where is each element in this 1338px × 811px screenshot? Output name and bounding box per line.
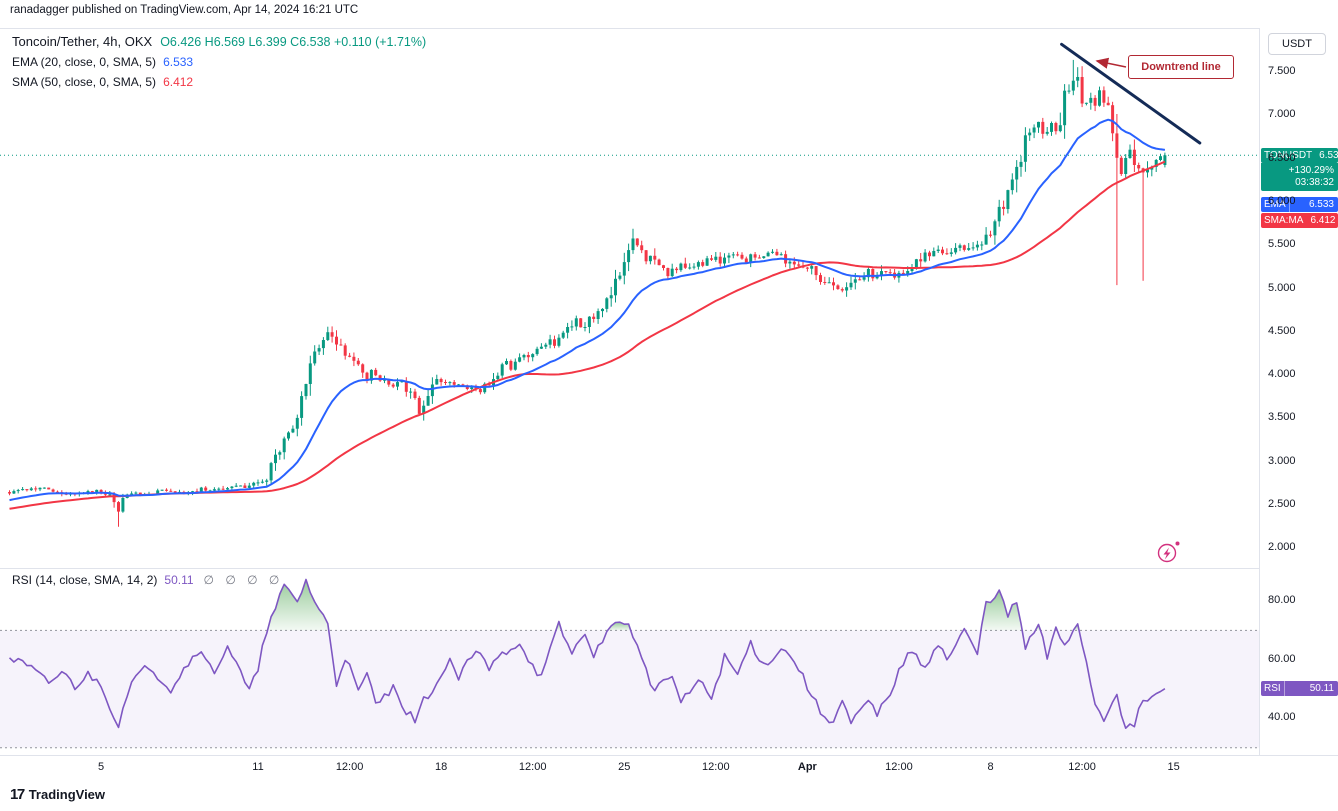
time-axis-label: Apr <box>797 761 817 773</box>
chart-legend: Toncoin/Tether, 4h, OKX O6.426 H6.569 L6.… <box>12 32 426 92</box>
currency-toggle-button[interactable]: USDT <box>1268 33 1326 55</box>
time-axis-label: 12:00 <box>335 761 364 773</box>
symbol-title: Toncoin/Tether, 4h, OKX <box>12 34 153 49</box>
price-chart-svg[interactable] <box>0 28 1259 568</box>
price-tick-label: 2.500 <box>1268 498 1296 511</box>
tradingview-logo-icon: 17 <box>10 786 25 803</box>
price-tick-label: 5.500 <box>1268 238 1296 251</box>
badge-divider <box>1283 681 1285 697</box>
rsi-hidden-values: ∅ ∅ ∅ ∅ <box>203 573 284 587</box>
sma50-line[interactable] <box>9 160 1166 510</box>
time-axis-label: 11 <box>252 761 264 773</box>
tradingview-logo[interactable]: 17 TradingView <box>10 786 105 803</box>
time-axis[interactable]: 5 11 12:00 18 12:00 25 12:00 Apr 12:00 8 12:00 15 <box>0 755 1259 779</box>
rsi-overbought-fill <box>981 590 1023 631</box>
publish-info: ranadagger published on TradingView.com,… <box>10 4 359 16</box>
price-change-percent: +130.29% <box>1288 164 1334 176</box>
sma-price-badge: SMA:MA 6.412 <box>1261 212 1338 228</box>
rsi-chart-svg[interactable] <box>0 568 1259 755</box>
time-axis-label: 12:00 <box>885 761 913 773</box>
ohlc-values: O6.426 H6.569 L6.399 C6.538 +0.110 (+1.7… <box>160 35 427 49</box>
sma-indicator-label: SMA (50, close, 0, SMA, 5) <box>12 75 157 89</box>
ema-badge-label: EMA <box>1264 199 1286 210</box>
rsi-badge-label: RSI <box>1264 683 1281 695</box>
time-axis-label: 12:00 <box>518 761 547 773</box>
price-tick-label: 4.000 <box>1268 368 1296 381</box>
rsi-tick-label: 60.00 <box>1268 652 1296 665</box>
chart-top-border <box>0 28 1338 29</box>
price-tick-label: 3.500 <box>1268 411 1296 424</box>
time-axis-label: 15 <box>1167 761 1180 773</box>
current-price-badge: TONUSDT 6.538 <box>1261 147 1338 163</box>
rsi-legend: RSI (14, close, SMA, 14, 2) 50.11 ∅ ∅ ∅ ∅ <box>12 573 283 587</box>
ema-price-badge: EMA 6.533 <box>1261 197 1338 212</box>
rsi-indicator-label: RSI (14, close, SMA, 14, 2) <box>12 573 158 587</box>
rsi-line[interactable] <box>8 578 1166 729</box>
ema-indicator-label: EMA (20, close, 0, SMA, 5) <box>12 55 157 69</box>
ema-indicator-value: 6.533 <box>163 55 194 69</box>
legend-row-ema: EMA (20, close, 0, SMA, 5) 6.533 <box>12 52 426 72</box>
downtrend-trendline[interactable] <box>1060 42 1202 145</box>
pane-separator[interactable] <box>0 568 1338 569</box>
sma-badge-label: SMA:MA <box>1264 214 1304 226</box>
price-tick-label: 2.000 <box>1268 541 1296 554</box>
price-tick-label: 3.000 <box>1268 454 1296 467</box>
price-tick-label: 5.000 <box>1268 281 1296 294</box>
tradingview-logo-text: TradingView <box>28 787 106 802</box>
price-badge-value: 6.538 <box>1319 149 1338 161</box>
rsi-value-badge: RSI 50.11 <box>1261 681 1338 697</box>
rsi-indicator-value: 50.11 <box>164 573 194 587</box>
price-tick-label: 7.500 <box>1268 65 1296 77</box>
legend-row-symbol: Toncoin/Tether, 4h, OKX O6.426 H6.569 L6.… <box>12 32 426 52</box>
sma-badge-value: 6.412 <box>1310 214 1336 226</box>
price-tick-label: 7.000 <box>1268 108 1296 121</box>
price-badge-symbol: TONUSDT <box>1264 149 1313 161</box>
time-axis-label: 8 <box>987 761 994 773</box>
bar-countdown-timer: 03:38:32 <box>1295 176 1334 188</box>
rsi-badge-value: 50.11 <box>1309 683 1334 695</box>
time-axis-label: 5 <box>97 761 105 773</box>
sma-indicator-value: 6.412 <box>163 75 194 89</box>
rsi-tick-label: 40.00 <box>1268 711 1296 724</box>
badge-divider <box>1288 197 1290 212</box>
rsi-overbought-fill <box>267 579 329 631</box>
time-axis-border <box>0 755 1338 756</box>
price-tick-label: 6.500 <box>1268 151 1296 164</box>
time-axis-label: 25 <box>618 761 631 773</box>
legend-row-sma: SMA (50, close, 0, SMA, 5) 6.412 <box>12 72 426 92</box>
time-axis-label: 12:00 <box>702 761 730 773</box>
time-axis-label: 18 <box>435 761 448 773</box>
idea-marker-icon[interactable] <box>1157 541 1180 563</box>
ema-badge-value: 6.533 <box>1308 199 1334 210</box>
main-price-pane[interactable] <box>0 28 1259 568</box>
rsi-tick-label: 80.00 <box>1268 594 1296 607</box>
downtrend-line-callout[interactable]: Downtrend line <box>1128 55 1234 79</box>
rsi-band <box>0 630 1259 748</box>
callout-arrow <box>1095 57 1127 69</box>
price-tick-label: 6.000 <box>1268 194 1296 207</box>
ema20-line[interactable] <box>9 118 1166 502</box>
time-axis-label: 12:00 <box>1068 761 1096 773</box>
price-tick-label: 4.500 <box>1268 324 1296 337</box>
price-change-countdown-badge: +130.29% 03:38:32 <box>1261 162 1338 191</box>
rsi-pane[interactable] <box>0 568 1259 755</box>
